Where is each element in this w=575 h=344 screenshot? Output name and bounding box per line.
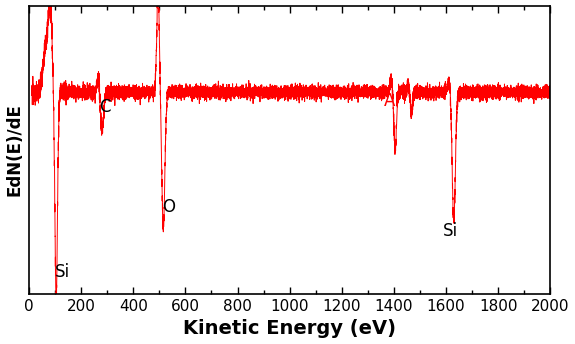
Text: Si: Si xyxy=(55,264,70,281)
Text: Al: Al xyxy=(384,92,400,110)
Y-axis label: EdN(E)/dE: EdN(E)/dE xyxy=(6,103,24,196)
Text: C: C xyxy=(99,97,111,116)
X-axis label: Kinetic Energy (eV): Kinetic Energy (eV) xyxy=(183,320,396,338)
Text: O: O xyxy=(162,198,175,216)
Text: Si: Si xyxy=(443,222,458,240)
